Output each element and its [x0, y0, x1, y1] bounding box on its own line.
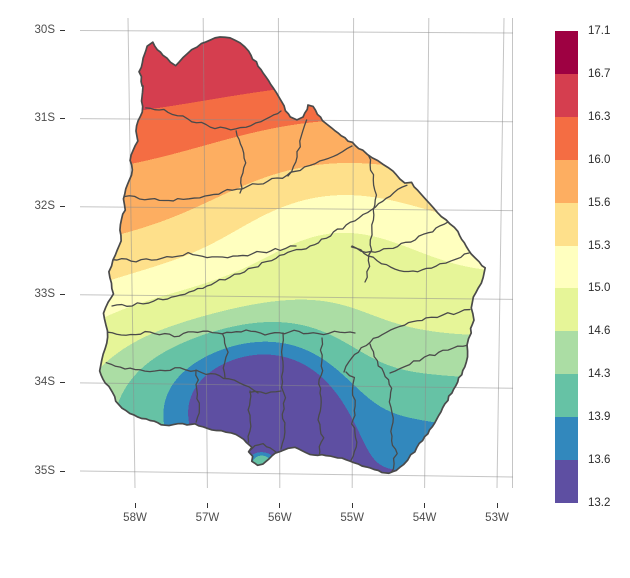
x-axis-label: 57W	[195, 512, 220, 524]
y-axis-tick	[60, 294, 65, 296]
legend-tick-label: 16.7	[588, 67, 611, 80]
legend-color-swatch	[555, 245, 578, 289]
legend-color-swatch	[555, 202, 578, 247]
y-axis-label: 35S	[34, 464, 55, 477]
legend-tick-label: 13.9	[588, 411, 611, 424]
legend-tick-label: 16.0	[588, 153, 611, 166]
x-axis-tick	[351, 503, 353, 508]
y-axis-tick	[60, 382, 65, 384]
legend-color-swatch	[555, 374, 578, 418]
legend-tick-label: 15.3	[588, 239, 611, 252]
legend-tick-label: 15.6	[588, 196, 611, 209]
legend-tick-label: 13.2	[588, 497, 611, 509]
y-axis-label: 31S	[34, 112, 55, 125]
legend-color-swatch	[555, 417, 578, 461]
map-canvas	[66, 18, 514, 501]
legend-tick-label: 17.1	[588, 25, 611, 37]
y-axis-tick	[60, 118, 65, 120]
legend-tick-label: 14.6	[588, 325, 611, 338]
legend-color-swatch	[555, 159, 578, 204]
x-axis-tick	[496, 503, 498, 508]
legend-color-swatch	[555, 31, 578, 75]
y-axis-tick	[60, 30, 65, 31]
x-axis-tick	[424, 503, 426, 508]
y-axis-label: 32S	[34, 200, 55, 213]
y-axis-tick	[60, 470, 65, 472]
x-axis-label: 55W	[340, 512, 365, 524]
y-axis-label: 33S	[34, 288, 55, 301]
legend-color-swatch	[555, 116, 578, 161]
x-axis-tick	[279, 503, 281, 508]
x-axis-label: 58W	[123, 512, 147, 524]
legend-color-swatch	[555, 73, 578, 118]
y-axis-label: 30S	[34, 24, 55, 36]
legend-tick-label: 15.0	[588, 282, 611, 295]
x-axis-label: 56W	[267, 512, 292, 524]
x-axis-label: 54W	[412, 512, 437, 524]
y-axis-tick	[60, 206, 65, 208]
legend-color-swatch	[555, 331, 578, 375]
legend-tick-label: 16.3	[588, 110, 611, 123]
x-axis-tick	[134, 503, 136, 508]
legend-tick-label: 13.6	[588, 454, 611, 467]
legend-color-swatch	[555, 460, 578, 504]
legend-tick-label: 14.3	[588, 368, 611, 381]
y-axis-label: 34S	[34, 376, 55, 389]
legend-color-swatch	[555, 288, 578, 332]
x-axis-tick	[206, 503, 208, 508]
x-axis-label: 53W	[485, 512, 509, 524]
